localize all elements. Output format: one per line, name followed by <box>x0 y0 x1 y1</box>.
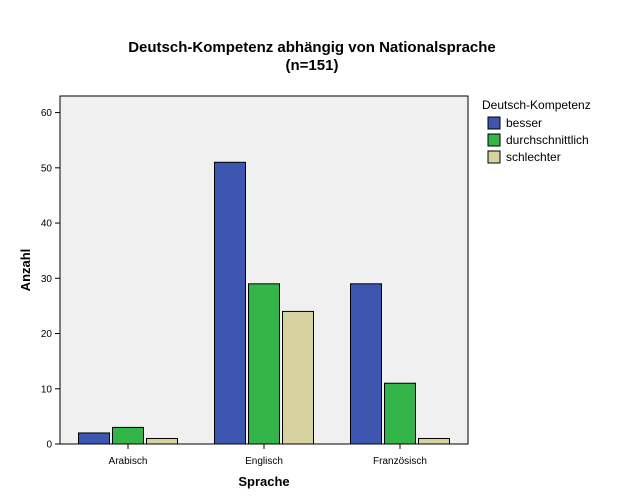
y-tick-label: 50 <box>41 163 53 174</box>
legend-swatch-schlechter <box>487 150 501 164</box>
x-tick-label: Arabisch <box>109 456 148 467</box>
bar-schlechter-Französisch <box>418 437 450 445</box>
legend-swatch-durchschnittlich <box>487 133 501 147</box>
y-tick-label: 40 <box>41 219 53 230</box>
legend-label-durchschnittlich: durchschnittlich <box>506 133 589 147</box>
x-tick-label: Englisch <box>245 456 283 467</box>
chart-subtitle: (n=151) <box>286 57 339 74</box>
y-tick-label: 60 <box>41 108 53 119</box>
bars <box>78 161 450 445</box>
bar-schlechter-Englisch <box>282 310 314 445</box>
legend-label-schlechter: schlechter <box>506 150 561 164</box>
bar-besser-Französisch <box>350 283 382 445</box>
chart-title: Deutsch-Kompetenz abhängig von Nationals… <box>128 39 496 56</box>
y-tick-label: 20 <box>41 329 53 340</box>
x-axis-label: Sprache <box>238 474 289 489</box>
bar-durchschnittlich-Französisch <box>384 382 416 445</box>
bar-besser-Arabisch <box>78 432 110 445</box>
y-axis: 0 10 20 30 40 50 60 <box>41 108 60 451</box>
y-axis-label: Anzahl <box>18 249 33 292</box>
legend-label-besser: besser <box>506 116 542 130</box>
y-tick-label: 10 <box>41 384 53 395</box>
legend: Deutsch-Kompetenz besser durchschnittlich… <box>482 98 591 164</box>
bar-durchschnittlich-Arabisch <box>112 426 144 445</box>
x-tick-label: Französisch <box>373 456 427 467</box>
y-tick-label: 30 <box>41 274 53 285</box>
legend-swatch-besser <box>487 116 501 130</box>
bar-schlechter-Arabisch <box>146 437 178 445</box>
bar-besser-Englisch <box>214 161 246 445</box>
x-axis: Arabisch Englisch Französisch <box>109 444 427 467</box>
bar-durchschnittlich-Englisch <box>248 283 280 445</box>
y-tick-label: 0 <box>46 440 52 451</box>
legend-title: Deutsch-Kompetenz <box>482 98 591 112</box>
